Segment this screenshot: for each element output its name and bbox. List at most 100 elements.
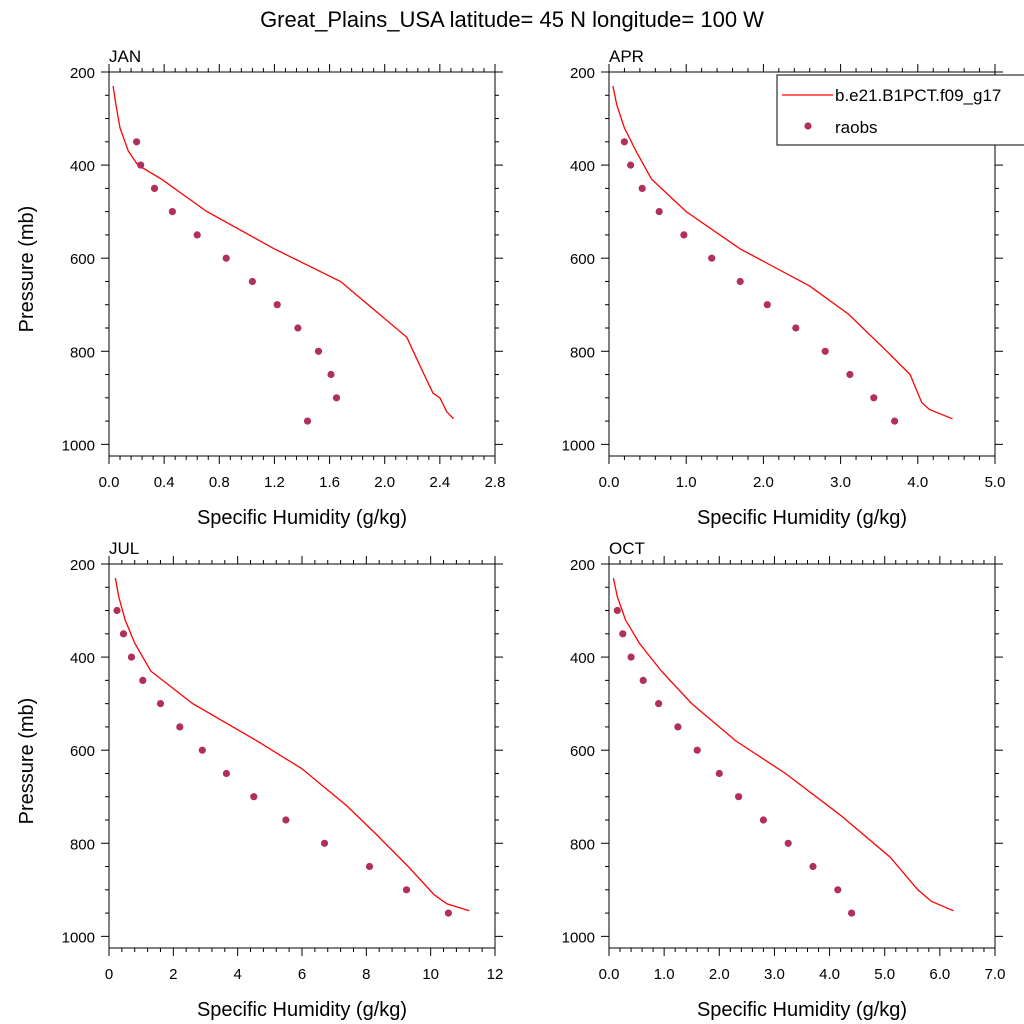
x-tick-label: 0	[105, 966, 113, 983]
y-tick-label: 400	[70, 158, 95, 175]
x-tick-label: 2.0	[709, 966, 730, 983]
raobs-point	[176, 723, 184, 731]
y-tick-label: 400	[570, 650, 595, 667]
x-tick-label: 4.0	[907, 474, 928, 491]
model-line-series	[612, 577, 954, 912]
x-tick-label: 0.4	[154, 474, 175, 491]
y-tick-label: 600	[70, 251, 95, 268]
raobs-point	[613, 606, 621, 615]
y-tick-label: 200	[570, 65, 595, 82]
y-tick-label: 800	[70, 344, 95, 361]
raobs-point	[619, 630, 627, 638]
x-tick-label: 6.0	[929, 966, 950, 983]
raobs-point	[133, 138, 141, 146]
legend-obs-label: raobs	[835, 118, 878, 137]
raobs-point	[273, 301, 281, 309]
y-tick-label: 1000	[562, 929, 595, 946]
raobs-point	[784, 839, 792, 847]
raobs-point	[113, 606, 121, 615]
x-tick-label: 2.8	[485, 474, 506, 491]
y-tick-label: 200	[70, 65, 95, 82]
panel-jul: JUL 200 400 600 800 1000 0 2 4 6 8 10 12 Specific Hum…	[16, 539, 503, 1021]
x-tick-label: 10	[422, 966, 439, 983]
plot-frame	[108, 563, 496, 949]
panels: JAN 200 400 600 800 1000 0.0 0.4 0.8 1.2 1.6 2.0 2.4…	[16, 47, 1005, 1021]
raobs-point	[693, 746, 701, 754]
raobs-point	[846, 370, 854, 379]
raobs-point	[655, 208, 663, 216]
x-tick-label: 8	[362, 966, 370, 983]
raobs-point	[639, 676, 647, 685]
y-tick-label: 800	[70, 836, 95, 853]
raobs-point	[735, 793, 743, 801]
raobs-point	[444, 909, 452, 917]
x-tick-label: 0.0	[99, 474, 120, 491]
raobs-point	[150, 184, 159, 192]
x-tick-label: 1.0	[654, 966, 675, 983]
x-tick-label: 6	[298, 966, 306, 983]
raobs-point	[627, 161, 635, 169]
x-tick-label: 4.0	[819, 966, 840, 983]
x-tick-label: 7.0	[985, 966, 1006, 983]
x-tick-label: 2.0	[374, 474, 395, 491]
x-tick-label: 3.0	[764, 966, 785, 983]
y-tick-label: 1000	[62, 437, 95, 454]
panel-oct: OCT 200 400 600 800 1000 0.0 1.0 2.0 3.0 4.0 5.0 6.0…	[562, 539, 1006, 1021]
legend-model-label: b.e21.B1PCT.f09_g17	[835, 86, 1001, 105]
legend-box	[776, 74, 1024, 146]
raobs-point	[870, 394, 878, 402]
y-tick-label: 400	[70, 650, 95, 667]
y-tick-label: 600	[70, 743, 95, 760]
raobs-point	[627, 653, 635, 661]
raobs-point	[736, 277, 744, 286]
raobs-point	[674, 723, 682, 731]
raobs-point	[891, 417, 899, 425]
x-tick-label: 2.4	[429, 474, 450, 491]
raobs-point	[332, 394, 341, 402]
raobs-point	[759, 816, 768, 824]
raobs-point	[402, 886, 411, 894]
plot-frame	[108, 71, 496, 457]
raobs-point	[638, 184, 646, 192]
raobs-point	[137, 161, 145, 169]
y-tick-label: 400	[570, 158, 595, 175]
raobs-point	[156, 700, 165, 708]
plot-frame	[608, 71, 996, 457]
x-tick-label: 0.0	[599, 966, 620, 983]
panel-label: APR	[609, 47, 644, 66]
raobs-point	[834, 886, 842, 894]
raobs-point	[715, 769, 723, 778]
raobs-point	[193, 231, 201, 239]
x-tick-label: 5.0	[874, 966, 895, 983]
raobs-point	[620, 138, 629, 146]
x-tick-label: 0.0	[599, 474, 620, 491]
x-axis-label: Specific Humidity (g/kg)	[697, 999, 907, 1021]
raobs-point	[763, 301, 771, 309]
raobs-point	[792, 324, 800, 332]
figure-title: Great_Plains_USA latitude= 45 N longitud…	[260, 7, 764, 32]
x-tick-label: 1.2	[264, 474, 285, 491]
x-tick-label: 2	[169, 966, 177, 983]
y-tick-label: 800	[570, 836, 595, 853]
x-axis-label: Specific Humidity (g/kg)	[197, 999, 407, 1021]
raobs-point	[320, 839, 329, 847]
raobs-point	[365, 862, 374, 871]
y-tick-label: 600	[570, 743, 595, 760]
x-tick-label: 12	[487, 966, 504, 983]
x-tick-label: 3.0	[830, 474, 851, 491]
y-tick-label: 200	[570, 557, 595, 574]
raobs-point	[294, 324, 302, 332]
x-tick-label: 5.0	[985, 474, 1006, 491]
raobs-point	[139, 676, 147, 685]
model-line-series	[612, 85, 953, 420]
plot-frame	[608, 563, 996, 949]
x-tick-label: 1.6	[319, 474, 340, 491]
raobs-point	[250, 793, 258, 801]
raobs-point	[303, 417, 312, 425]
x-tick-label: 0.8	[209, 474, 230, 491]
model-line-series	[114, 577, 470, 912]
model-line-series	[112, 85, 455, 420]
y-tick-label: 1000	[62, 929, 95, 946]
